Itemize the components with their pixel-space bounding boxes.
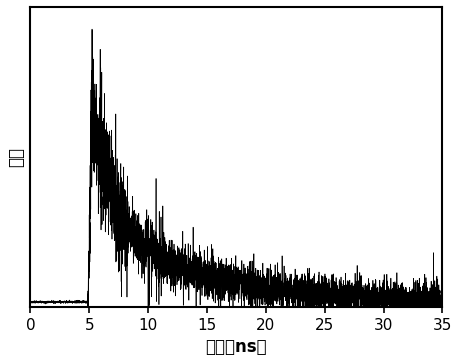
- X-axis label: 时间（ns）: 时间（ns）: [206, 338, 267, 356]
- Y-axis label: 强度: 强度: [7, 147, 25, 167]
